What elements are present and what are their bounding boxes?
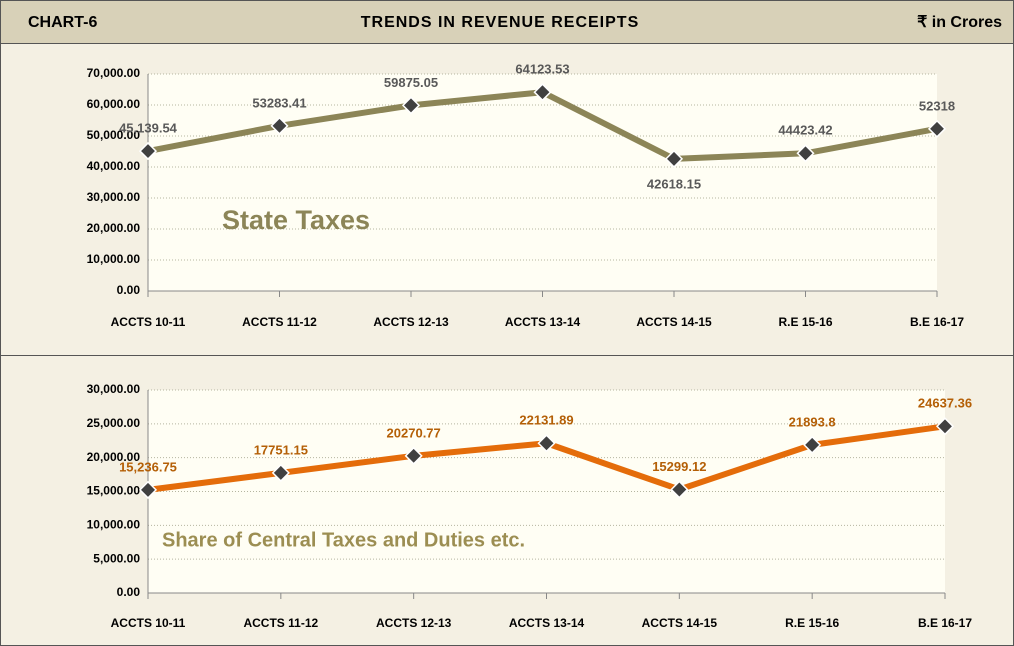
- x-tick-label: R.E 15-16: [778, 315, 832, 329]
- series-annotation: State Taxes: [222, 205, 370, 235]
- header-bar: [0, 0, 1014, 44]
- marker: [533, 83, 552, 102]
- data-label: 59875.05: [384, 75, 438, 90]
- y-tick-label: 60,000.00: [87, 97, 141, 111]
- y-tick-label: 20,000.00: [87, 450, 141, 464]
- y-tick-label: 20,000.00: [87, 221, 141, 235]
- data-label: 20270.77: [387, 425, 441, 440]
- x-tick-label: ACCTS 10-11: [111, 315, 186, 329]
- x-tick-label: ACCTS 11-12: [242, 315, 317, 329]
- unit-label: ₹ in Crores: [917, 14, 1002, 31]
- x-tick-label: ACCTS 14-15: [636, 315, 712, 329]
- chart-title: TRENDS IN REVENUE RECEIPTS: [361, 14, 639, 31]
- data-label: 22131.89: [519, 413, 573, 428]
- marker: [270, 116, 289, 135]
- x-tick-label: ACCTS 14-15: [642, 616, 718, 630]
- marker: [271, 463, 290, 482]
- marker: [138, 142, 158, 161]
- chart-number: CHART-6: [28, 14, 97, 31]
- data-label: 45,139.54: [119, 121, 178, 136]
- data-label: 15,236.75: [119, 459, 177, 474]
- y-tick-label: 0.00: [117, 283, 141, 297]
- plot-area: [148, 74, 937, 291]
- y-tick-label: 5,000.00: [93, 551, 140, 565]
- x-tick-label: ACCTS 13-14: [505, 315, 581, 329]
- y-tick-label: 15,000.00: [87, 484, 141, 498]
- y-tick-label: 10,000.00: [87, 252, 141, 266]
- series-annotation: Share of Central Taxes and Duties etc.: [162, 529, 525, 551]
- x-tick-label: ACCTS 10-11: [111, 616, 186, 630]
- marker: [401, 96, 421, 115]
- x-tick-label: ACCTS 13-14: [509, 616, 585, 630]
- data-label: 15299.12: [652, 459, 706, 474]
- data-label: 64123.53: [515, 62, 569, 77]
- data-label: 42618.15: [647, 176, 701, 191]
- data-label: 52318: [919, 98, 955, 113]
- marker: [803, 435, 822, 454]
- marker: [670, 480, 689, 499]
- marker: [537, 434, 556, 453]
- x-tick-label: B.E 16-17: [918, 616, 972, 630]
- x-tick-label: ACCTS 12-13: [376, 616, 452, 630]
- y-tick-label: 30,000.00: [87, 190, 141, 204]
- marker: [664, 149, 684, 168]
- y-tick-label: 25,000.00: [87, 416, 141, 430]
- data-label: 21893.8: [789, 414, 836, 429]
- y-tick-label: 10,000.00: [87, 518, 141, 532]
- x-tick-label: R.E 15-16: [785, 616, 839, 630]
- data-label: 17751.15: [254, 442, 308, 457]
- y-tick-label: 50,000.00: [87, 128, 141, 142]
- y-tick-label: 40,000.00: [87, 159, 141, 173]
- data-label: 24637.36: [918, 396, 972, 411]
- x-tick-label: ACCTS 11-12: [243, 616, 318, 630]
- y-tick-label: 0.00: [117, 585, 141, 599]
- marker: [404, 446, 423, 465]
- data-label: 53283.41: [252, 95, 306, 110]
- marker: [796, 144, 815, 163]
- marker: [935, 417, 955, 436]
- marker: [138, 480, 158, 499]
- y-tick-label: 30,000.00: [87, 382, 141, 396]
- y-tick-label: 70,000.00: [87, 66, 141, 80]
- x-tick-label: ACCTS 12-13: [373, 315, 449, 329]
- data-label: 44423.42: [778, 123, 832, 138]
- x-tick-label: B.E 16-17: [910, 315, 964, 329]
- marker: [927, 119, 947, 138]
